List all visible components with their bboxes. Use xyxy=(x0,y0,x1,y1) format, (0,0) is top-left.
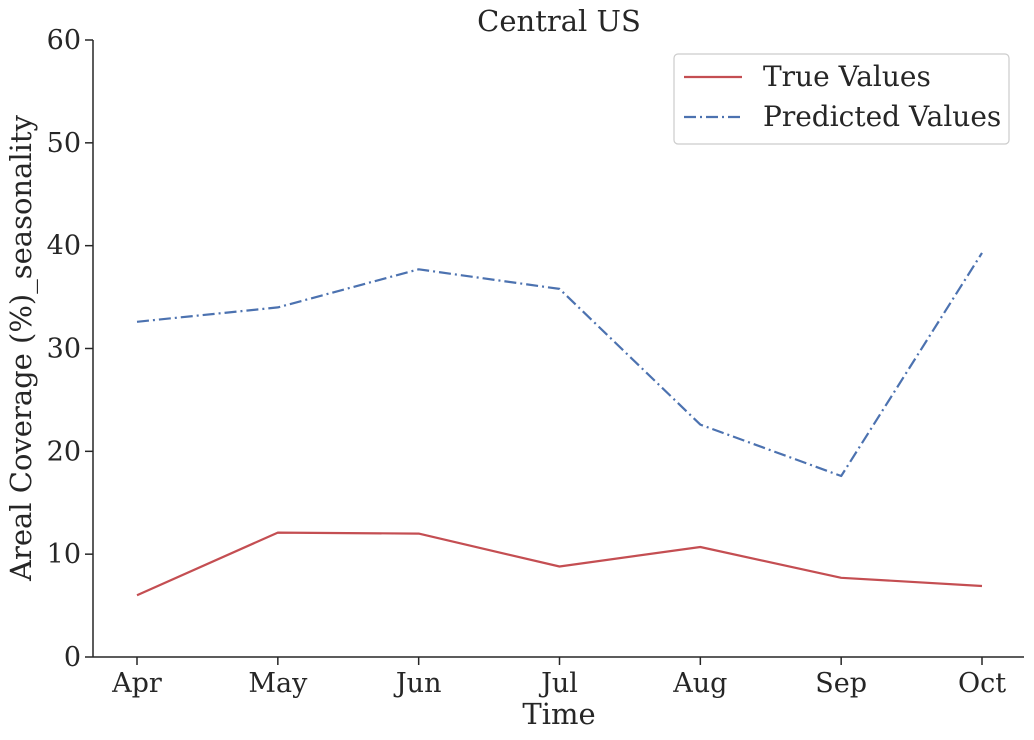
y-tick-label: 0 xyxy=(64,642,81,673)
chart-title: Central US xyxy=(477,4,641,38)
legend-label-true-values: True Values xyxy=(763,60,931,93)
y-tick-label: 30 xyxy=(47,334,81,365)
legend: True Values Predicted Values xyxy=(673,53,1010,145)
series-layer xyxy=(136,252,983,597)
y-tick-label: 60 xyxy=(47,25,81,56)
y-tick-label: 50 xyxy=(47,128,81,159)
x-axis-title: Time xyxy=(522,697,595,731)
y-tick-label: 10 xyxy=(47,539,81,570)
x-tick-label: Jul xyxy=(538,668,578,699)
x-tick-label: Sep xyxy=(815,668,867,699)
legend-box xyxy=(673,53,1010,145)
y-axis-ticks: 0 10 20 30 40 50 60 xyxy=(47,25,93,673)
series-line-true-values xyxy=(136,531,983,597)
x-axis-ticks: Apr May Jun Jul Aug Sep Oct xyxy=(111,657,1006,699)
y-tick-label: 20 xyxy=(47,436,81,467)
x-tick-label: Oct xyxy=(958,668,1006,699)
y-tick-label: 40 xyxy=(47,231,81,262)
x-tick-label: Aug xyxy=(672,668,727,699)
legend-label-predicted-values: Predicted Values xyxy=(763,100,1001,133)
x-tick-label: Apr xyxy=(111,668,162,699)
x-tick-label: Jun xyxy=(393,668,442,699)
series-line-predicted-values xyxy=(136,252,983,478)
y-axis-title: Areal Coverage (%)_seasonality xyxy=(4,114,39,582)
x-tick-label: May xyxy=(248,668,308,699)
